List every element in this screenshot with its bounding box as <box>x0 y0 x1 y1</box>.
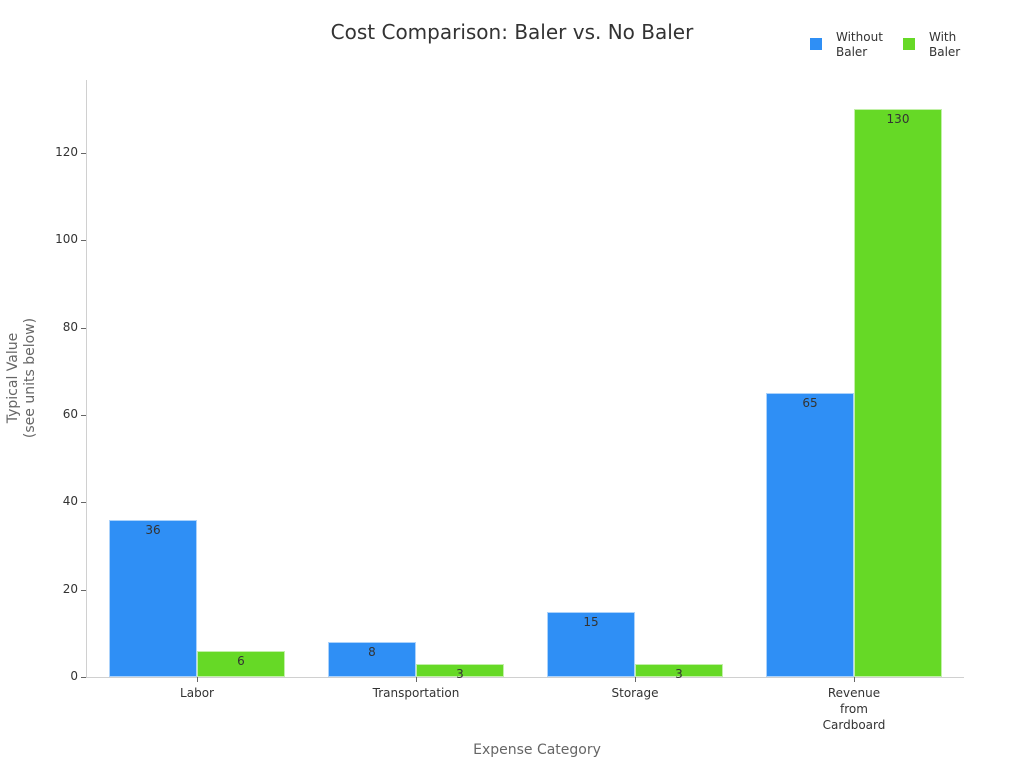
y-tick-label: 60 <box>62 407 78 421</box>
bar-value-label: 3 <box>675 666 683 681</box>
y-tick-label: 120 <box>55 145 78 159</box>
bar-with-baler: 6 <box>197 650 285 677</box>
legend-label: With Baler <box>929 30 961 59</box>
bar-value-label: 65 <box>802 396 818 411</box>
legend-item-with-baler: With Baler <box>903 30 996 60</box>
legend-label: Without Baler <box>836 30 883 59</box>
bar-with-baler: 130 <box>854 109 942 677</box>
x-axis <box>86 677 964 678</box>
legend: Without Baler With Baler <box>810 30 996 60</box>
x-tick-mark <box>635 677 636 682</box>
bar-value-label: 8 <box>368 645 376 660</box>
x-tick-mark <box>416 677 417 682</box>
bar-value-label: 6 <box>237 653 245 668</box>
x-tick-label: Storage <box>611 686 659 700</box>
x-tick-mark <box>197 677 198 682</box>
y-tick-mark <box>81 677 86 678</box>
y-tick-mark <box>81 589 86 591</box>
bar-with-baler: 3 <box>416 663 504 681</box>
bar-without-baler: 15 <box>547 611 635 677</box>
bar-value-label: 3 <box>456 666 464 681</box>
x-tick-label: Transportation <box>372 686 460 700</box>
bar-with-baler: 3 <box>635 663 723 681</box>
y-tick-mark <box>81 240 86 242</box>
y-tick-label: 100 <box>55 232 78 247</box>
bar-value-label: 130 <box>886 112 910 127</box>
legend-item-without-baler: Without Baler <box>810 30 903 60</box>
bar-value-label: 36 <box>145 522 161 537</box>
x-axis-label: Expense Category <box>473 742 601 758</box>
y-tick-label: 80 <box>62 319 78 334</box>
y-tick-label: 40 <box>62 494 78 509</box>
bar-without-baler: 8 <box>328 642 416 677</box>
y-axis-label: Typical Value (see units below) <box>5 317 38 439</box>
bar-without-baler: 65 <box>766 393 854 677</box>
y-tick-mark <box>81 327 86 329</box>
y-tick-label: 0 <box>70 669 78 683</box>
bar-without-baler: 36 <box>109 519 197 677</box>
x-tick-label: Revenue from Cardboard <box>822 686 886 732</box>
y-tick-mark <box>81 153 86 154</box>
y-tick-label: 20 <box>62 581 78 596</box>
x-tick-mark <box>854 677 855 682</box>
legend-swatch-with-baler <box>903 38 915 50</box>
legend-swatch-without-baler <box>810 38 822 50</box>
y-tick-mark <box>81 415 86 416</box>
chart-title: Cost Comparison: Baler vs. No Baler <box>330 20 694 44</box>
x-tick-label: Labor <box>180 686 214 700</box>
y-tick-mark <box>81 502 86 504</box>
y-axis <box>86 80 87 677</box>
bar-value-label: 15 <box>583 614 599 629</box>
